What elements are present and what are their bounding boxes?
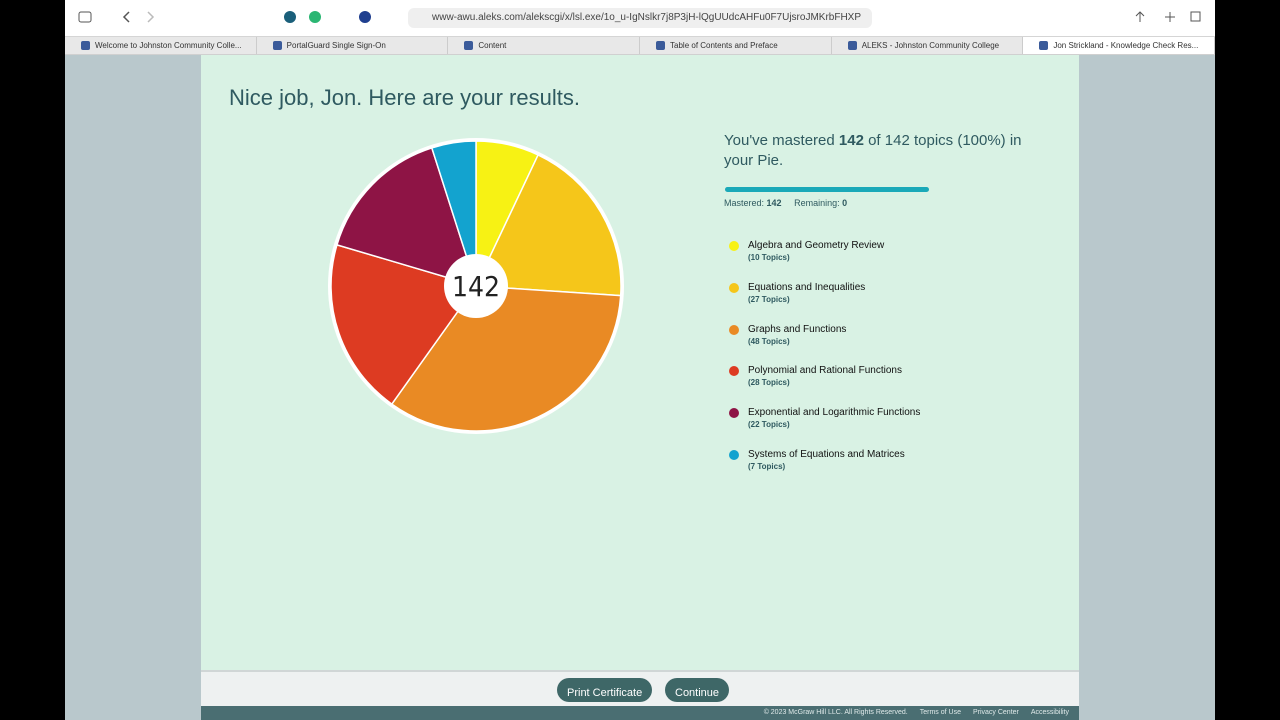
tab-icon [847, 41, 857, 50]
progress-track [725, 187, 929, 192]
extension-icon[interactable] [284, 11, 296, 23]
legend-dot [729, 282, 739, 293]
legend-dot [729, 450, 739, 460]
legend-count: (7 Topics) [748, 462, 786, 471]
summary-tail: of 142 topics (100%) in your Pie. [724, 132, 1022, 169]
pie-chart: 142 [328, 138, 624, 434]
tab-icon [656, 41, 666, 50]
extension-icon[interactable] [359, 11, 371, 23]
tab-icon [81, 41, 90, 50]
tab[interactable]: Jon Strickland - Knowledge Check Res... [1023, 37, 1215, 54]
tab[interactable]: Content [448, 37, 641, 54]
pie-center-label: 142 [452, 270, 500, 303]
legend-dot [729, 366, 739, 377]
print-certificate-button[interactable]: Print Certificate [557, 678, 653, 702]
tab[interactable]: Welcome to Johnston Community Colle... [65, 37, 257, 54]
legend-count: (27 Topics) [748, 294, 790, 304]
legend-name: Algebra and Geometry Review [748, 240, 885, 251]
legend-name: Equations and Inequalities [748, 281, 866, 293]
pie-slice [390, 285, 622, 432]
action-bar: Print Certificate Continue [201, 670, 1079, 706]
tab-title: Content [478, 41, 507, 50]
tab-icon [1039, 41, 1049, 50]
continue-button[interactable]: Continue [665, 678, 730, 702]
legend-name: Graphs and Functions [748, 323, 847, 335]
tab-title: PortalGuard Single Sign-On [286, 41, 386, 50]
footer-link[interactable]: Privacy Center [972, 709, 1019, 716]
tab-title: Welcome to Johnston Community Colle... [95, 41, 242, 50]
tab-title: Jon Strickland - Knowledge Check Res... [1053, 41, 1199, 50]
tab[interactable]: PortalGuard Single Sign-On [257, 37, 449, 54]
tab-icon [464, 41, 474, 50]
sidebar-icon[interactable] [78, 11, 92, 23]
tab[interactable]: Table of Contents and Preface [640, 37, 832, 54]
share-button[interactable] [1135, 11, 1145, 22]
results-panel: Nice job, Jon. Here are your results. 14… [201, 55, 1079, 670]
legend-name: Systems of Equations and Matrices [748, 449, 905, 460]
pie-center [444, 254, 508, 318]
remaining-label: Remaining: [794, 198, 840, 208]
page-title: Nice job, Jon. Here are your results. [229, 85, 580, 110]
legend-count: (28 Topics) [748, 378, 790, 388]
tab-title: ALEKS - Johnston Community College [861, 41, 1000, 50]
summary-mastered: 142 [838, 132, 864, 149]
tab[interactable]: ALEKS - Johnston Community College [832, 37, 1024, 54]
summary: You've mastered 142 of 142 topics (100%)… [724, 131, 1054, 171]
toolbar: www-awu.aleks.com/alekscgi/x/lsl.exe/1o_… [65, 0, 1215, 36]
tab-bar: Welcome to Johnston Community Colle... Po… [65, 36, 1215, 55]
tabs-button[interactable] [1190, 11, 1201, 22]
mastered-value: 142 [766, 198, 782, 208]
remaining-value: 0 [842, 198, 848, 208]
legend-name: Exponential and Logarithmic Functions [748, 407, 921, 419]
back-button[interactable] [122, 11, 130, 23]
tab-icon [272, 41, 282, 50]
footer-link[interactable]: Terms of Use [919, 709, 961, 716]
browser-window: www-awu.aleks.com/alekscgi/x/lsl.exe/1o_… [65, 0, 1215, 720]
footer: © 2023 McGraw Hill LLC. All Rights Reser… [201, 706, 1079, 720]
mastered-label: Mastered: [724, 198, 765, 208]
legend-count: (48 Topics) [748, 336, 790, 346]
new-tab-button[interactable] [1165, 12, 1175, 22]
address-bar[interactable]: www-awu.aleks.com/alekscgi/x/lsl.exe/1o_… [408, 8, 872, 28]
tab-title: Table of Contents and Preface [670, 41, 778, 50]
legend-dot [729, 324, 739, 335]
legend-dot [729, 408, 739, 419]
pie-slice [474, 153, 622, 297]
legend-name: Polynomial and Rational Functions [748, 365, 902, 377]
footer-link[interactable]: Accessibility [1030, 709, 1069, 716]
extension-icon[interactable] [309, 11, 321, 23]
pie-slice [430, 140, 477, 287]
summary-lead: You've mastered [724, 132, 835, 149]
pie-slice [330, 243, 478, 406]
legend-count: (10 Topics) [748, 253, 790, 262]
toolbar-icons [78, 11, 1201, 23]
progress-fill [725, 187, 929, 192]
copyright: © 2023 McGraw Hill LLC. All Rights Reser… [763, 709, 908, 716]
forward-button[interactable] [147, 11, 155, 23]
legend-count: (22 Topics) [748, 420, 790, 430]
progress-labels: Mastered: 142 Remaining: 0 [724, 198, 847, 208]
pie-slice [336, 146, 478, 288]
legend-dot [729, 241, 739, 251]
